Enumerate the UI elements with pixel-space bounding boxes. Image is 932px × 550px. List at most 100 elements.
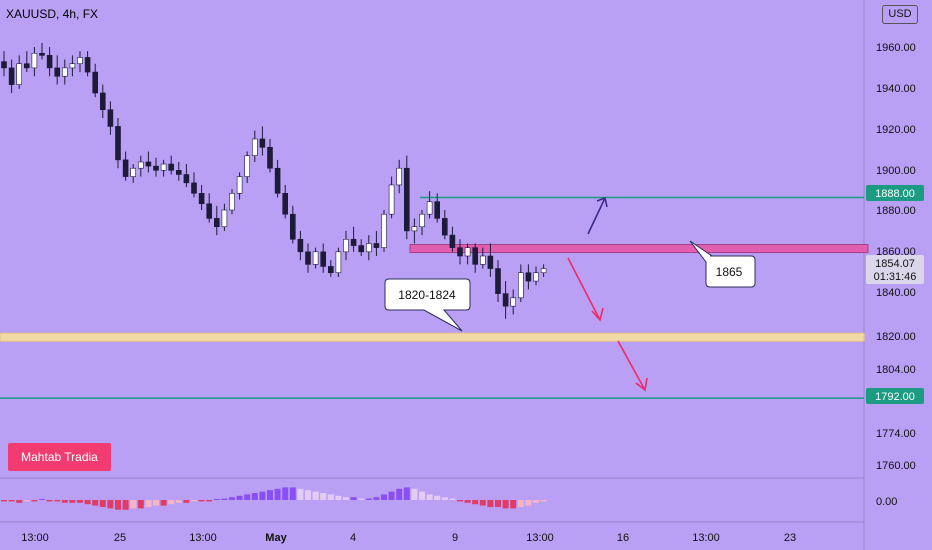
candle-body [495, 268, 501, 294]
candle-body [130, 167, 136, 177]
candle-body [297, 238, 304, 253]
oscillator-bar [457, 500, 463, 502]
oscillator-bar [8, 500, 15, 502]
oscillator-value: 0.00 [876, 496, 897, 508]
candle-body [100, 92, 106, 111]
brand-badge: Mahtab Tradia [8, 443, 111, 471]
candle-body [160, 163, 167, 171]
oscillator-bar [282, 487, 289, 500]
oscillator-bar [525, 500, 532, 506]
candle-body [343, 238, 349, 253]
oscillator-bar [39, 499, 45, 500]
oscillator-bar [251, 493, 258, 500]
candle-body [335, 251, 342, 274]
svg-text:1792.00: 1792.00 [875, 391, 915, 403]
candle-body [449, 234, 456, 248]
candle-body [411, 226, 418, 232]
candle-body [1, 61, 7, 69]
candle-body [426, 201, 433, 215]
candle-body [525, 272, 532, 282]
y-tick-label: 1940.00 [876, 83, 916, 95]
oscillator-bar [107, 500, 114, 509]
candle-body [69, 63, 76, 69]
candle-body [229, 193, 235, 211]
current-price-label: 1854.07 01:31:46 [866, 255, 924, 284]
candle-body [168, 163, 174, 171]
y-tick-label: 1820.00 [876, 331, 916, 343]
y-tick-label: 1900.00 [876, 165, 916, 177]
candle-body [77, 57, 83, 65]
candle-body [419, 213, 425, 228]
oscillator-bar [365, 498, 372, 500]
candle-body [350, 238, 357, 246]
candle-body [434, 201, 441, 219]
candle-body [31, 52, 38, 69]
x-tick-label: May [265, 532, 287, 544]
candle-body [183, 174, 190, 184]
oscillator-bar [69, 500, 76, 503]
candle-body [312, 251, 319, 265]
y-tick-label: 1804.00 [876, 364, 916, 376]
candle-body [191, 182, 197, 194]
candle-body [358, 245, 365, 253]
currency-button[interactable]: USD [882, 5, 918, 24]
price-label-1792: 1792.00 [866, 388, 924, 404]
candle-body [206, 203, 212, 219]
candle-body [396, 167, 403, 186]
oscillator-bar [160, 500, 167, 506]
oscillator-bar [274, 488, 281, 500]
candle-body [145, 161, 152, 167]
oscillator-bar [297, 488, 304, 500]
candle-body [327, 266, 334, 274]
oscillator-bar [411, 488, 418, 500]
oscillator-bar [175, 500, 182, 503]
oscillator-bar [472, 500, 479, 505]
candle-body [403, 167, 410, 232]
callout-1820-1824[interactable]: 1820-1824 [384, 278, 471, 332]
time-axis: 13:00 25 13:00 May 4 9 13:00 16 13:00 23 [21, 532, 796, 544]
candle-body [252, 138, 258, 156]
zones-layer [0, 196, 869, 399]
candle-body [138, 161, 144, 169]
oscillator-bar [23, 500, 30, 502]
candle-body [107, 109, 114, 127]
oscillator-bar [213, 499, 220, 500]
x-tick-label: 13:00 [189, 532, 217, 544]
oscillator-layer [1, 487, 547, 510]
svg-text:1854.07: 1854.07 [875, 258, 915, 270]
oscillator-bar [115, 500, 121, 510]
oscillator-bar [229, 497, 235, 500]
candle-body [540, 268, 547, 274]
candle-body [320, 251, 327, 267]
oscillator-bar [373, 497, 380, 500]
candle-body [214, 218, 220, 228]
oscillator-bar [441, 497, 448, 500]
candle-body [236, 176, 243, 194]
oscillator-bar [502, 500, 509, 509]
oscillator-bar [495, 500, 501, 507]
x-tick-label: 9 [452, 532, 458, 544]
candle-body [373, 243, 380, 248]
candles-layer [1, 42, 547, 319]
candle-body [92, 71, 98, 94]
oscillator-bar [381, 494, 387, 500]
oscillator-bar [244, 494, 251, 500]
oscillator-bar [198, 500, 205, 502]
oscillator-bar [510, 500, 517, 509]
candle-body [305, 251, 311, 265]
oscillator-bar [335, 495, 342, 500]
candle-body [267, 147, 273, 169]
oscillator-bar [305, 490, 311, 500]
oscillator-bar [464, 500, 471, 503]
oscillator-bar [327, 494, 334, 500]
candle-body [244, 155, 250, 177]
oscillator-bar [221, 498, 228, 500]
oscillator-bar [426, 494, 433, 500]
x-tick-label: 13:00 [692, 532, 720, 544]
oscillator-bar [259, 491, 266, 500]
oscillator-bar [122, 500, 129, 510]
candle-body [8, 67, 15, 85]
x-tick-label: 13:00 [21, 532, 49, 544]
callout-1865[interactable]: 1865 [689, 240, 756, 288]
